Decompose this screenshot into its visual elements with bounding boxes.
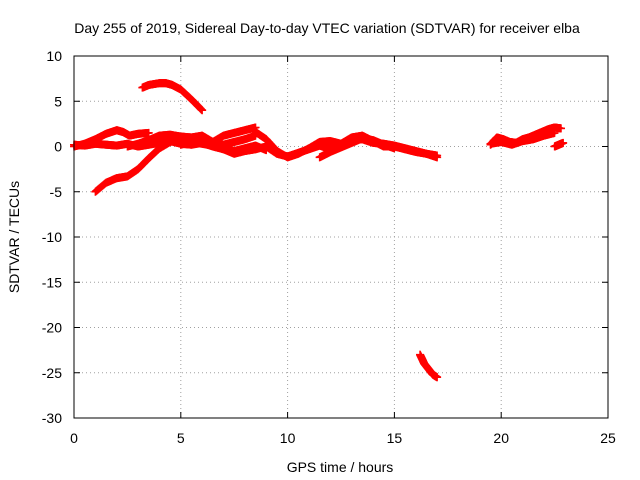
y-axis-label: SDTVAR / TECUs xyxy=(6,181,22,293)
data-point xyxy=(559,138,568,147)
x-tick-label: 20 xyxy=(493,430,509,446)
y-tick-label: -15 xyxy=(42,274,62,290)
y-tick-label: 0 xyxy=(54,139,62,155)
grid-lines xyxy=(74,56,608,418)
data-point xyxy=(433,373,442,382)
x-tick-label: 15 xyxy=(387,430,403,446)
series-track-c xyxy=(91,131,260,196)
data-point xyxy=(144,128,153,137)
y-tick-label: -10 xyxy=(42,229,62,245)
series-track-i xyxy=(416,350,442,382)
x-tick-label: 5 xyxy=(177,430,185,446)
data-point xyxy=(198,106,207,115)
x-tick-label: 10 xyxy=(280,430,296,446)
plot-frame xyxy=(73,55,609,419)
y-tick-label: -25 xyxy=(42,365,62,381)
tick-labels: 0 5 10 15 20 25 -30 -25 -20 -15 -10 -5 0 5 10 xyxy=(42,48,616,446)
data-point xyxy=(550,128,559,137)
chart-title: Day 255 of 2019, Sidereal Day-to-day VTE… xyxy=(74,20,580,36)
x-tick-label: 0 xyxy=(70,430,78,446)
data-point xyxy=(433,151,442,160)
series-track-d xyxy=(123,123,260,151)
y-tick-label: -30 xyxy=(42,410,62,426)
series-track-k xyxy=(486,128,559,149)
x-axis-label: GPS time / hours xyxy=(287,459,394,475)
series-track-h xyxy=(315,134,399,162)
y-tick-label: -20 xyxy=(42,320,62,336)
y-tick-label: 5 xyxy=(54,93,62,109)
data-point xyxy=(557,124,566,133)
series-track-e xyxy=(138,79,207,115)
data-point xyxy=(390,144,399,153)
series-track-l xyxy=(550,138,568,151)
y-tick-label: -5 xyxy=(50,184,63,200)
y-tick-label: 10 xyxy=(46,48,62,64)
x-tick-label: 25 xyxy=(600,430,616,446)
data-points xyxy=(70,79,568,382)
